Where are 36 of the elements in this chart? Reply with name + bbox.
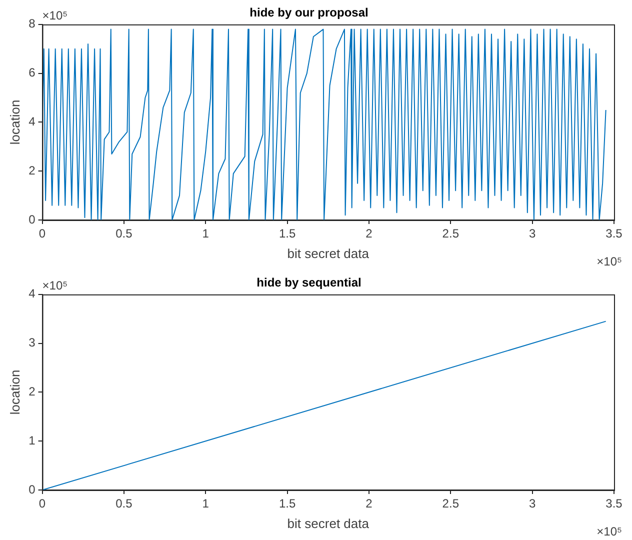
x-tick-label: 3.5 <box>606 496 623 511</box>
text: ×10⁵ <box>42 8 68 23</box>
y-tick-label: 0 <box>28 212 36 226</box>
x-tick-label: 3 <box>528 226 536 241</box>
x-tick-label: 0.5 <box>116 226 133 241</box>
x-tick-label: 0 <box>38 496 46 511</box>
chart-title: hide by our proposal <box>250 6 368 20</box>
y-axis-title: location <box>7 100 22 145</box>
y-tick-label: 3 <box>28 336 36 350</box>
x-tick-label: 0 <box>38 226 46 241</box>
y-tick-label: 0 <box>28 482 36 496</box>
x-tick-label: 2 <box>366 226 373 241</box>
y-tick-label: 2 <box>28 384 36 399</box>
y-tick-label: 4 <box>28 114 36 129</box>
y-axis-title: location <box>7 370 22 415</box>
y-tick-label: 1 <box>28 433 36 448</box>
y-tick-label: 6 <box>28 66 36 80</box>
text: ×10⁵ <box>42 278 68 293</box>
y-tick-label: 4 <box>28 286 36 301</box>
x-axis-title: bit secret data <box>287 516 370 531</box>
x-axis-title: bit secret data <box>287 246 370 261</box>
x-tick-label: 1.5 <box>278 496 296 511</box>
x-tick-label: 3.5 <box>606 226 623 241</box>
text: ×10⁵ <box>596 254 622 268</box>
x-tick-label: 3 <box>528 496 536 511</box>
chart-title: hide by sequential <box>256 276 362 290</box>
y-tick-label: 8 <box>28 16 36 31</box>
y-tick-label: 2 <box>28 163 36 178</box>
x-tick-label: 0.5 <box>116 496 133 511</box>
text: ×10⁵ <box>596 524 622 538</box>
x-tick-label: 2.5 <box>442 226 460 241</box>
x-tick-label: 1 <box>202 226 210 241</box>
x-tick-label: 1.5 <box>278 226 296 241</box>
x-tick-label: 2 <box>366 496 373 511</box>
x-tick-label: 2.5 <box>442 496 460 511</box>
x-tick-label: 1 <box>202 496 210 511</box>
